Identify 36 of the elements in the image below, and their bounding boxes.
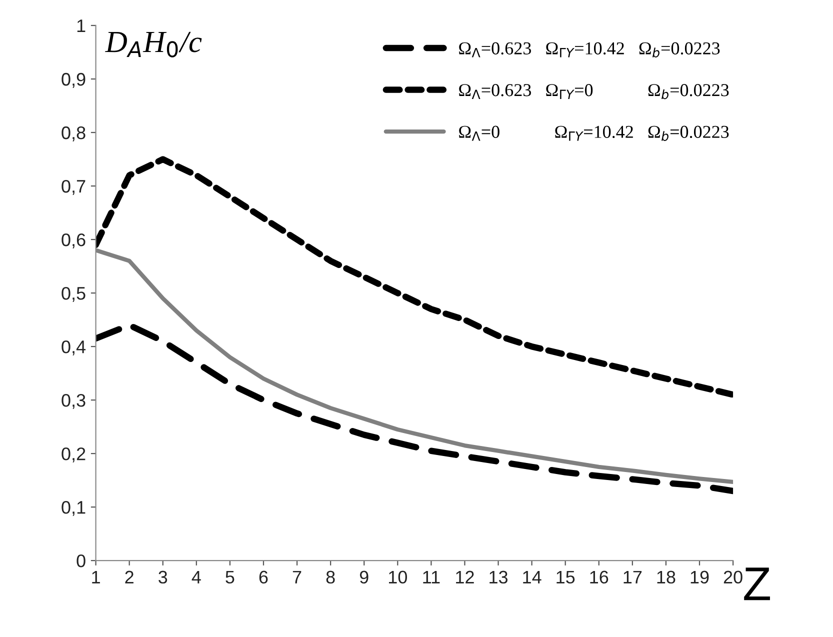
x-tick-label: 2	[125, 570, 134, 584]
y-tick-label: 0,5	[62, 286, 86, 302]
x-tick-label: 16	[590, 570, 608, 584]
x-tick-label: 12	[456, 570, 474, 584]
x-tick-label: 5	[226, 570, 234, 584]
x-axis-title: Z	[744, 568, 770, 600]
x-tick-label: 11	[423, 570, 440, 584]
x-tick-label: 8	[326, 570, 335, 584]
x-tick-label: 4	[192, 570, 201, 584]
x-tick-label: 18	[657, 570, 676, 584]
x-tick-label: 14	[523, 570, 542, 584]
legend-label: Ω$_{Λ}$=0.623 Ω$_{ΓY}$=0 Ω$_{b}$=0.0223	[459, 84, 729, 100]
y-tick-label: 1	[77, 20, 86, 32]
x-tick-label: 17	[624, 570, 642, 584]
x-tick-label: 10	[388, 570, 407, 584]
x-tick-label: 3	[158, 570, 168, 584]
x-tick-label: 9	[360, 570, 368, 584]
x-tick-label: 13	[490, 570, 508, 584]
y-tick-label: 0,2	[62, 447, 86, 462]
x-tick-label: 19	[690, 570, 709, 584]
y-tick-label: 0,7	[62, 180, 86, 195]
y-tick-label: 0,9	[62, 72, 86, 88]
y-axis-title: D$_{A}$H$_{0}$/c	[105, 32, 202, 58]
y-tick-label: 0	[76, 554, 86, 568]
y-tick-label: 0,1	[62, 500, 86, 516]
x-tick-label: 20	[724, 570, 742, 584]
x-tick-label: 15	[556, 570, 575, 584]
legend-label: Ω$_{Λ}$=0.623 Ω$_{ΓY}$=10.42 Ω$_{b}$=0.0223	[459, 42, 720, 58]
y-tick-label: 0,4	[62, 340, 86, 356]
x-tick-label: 7	[292, 570, 302, 584]
x-tick-label: 6	[259, 570, 268, 584]
y-tick-label: 0,6	[62, 233, 86, 248]
y-tick-label: 0,3	[62, 394, 86, 409]
x-tick-label: 1	[92, 570, 100, 584]
y-tick-label: 0,8	[62, 126, 86, 142]
legend-label: Ω$_{Λ}$=0 Ω$_{ΓY}$=10.42 Ω$_{b}$=0.0223	[459, 126, 729, 141]
